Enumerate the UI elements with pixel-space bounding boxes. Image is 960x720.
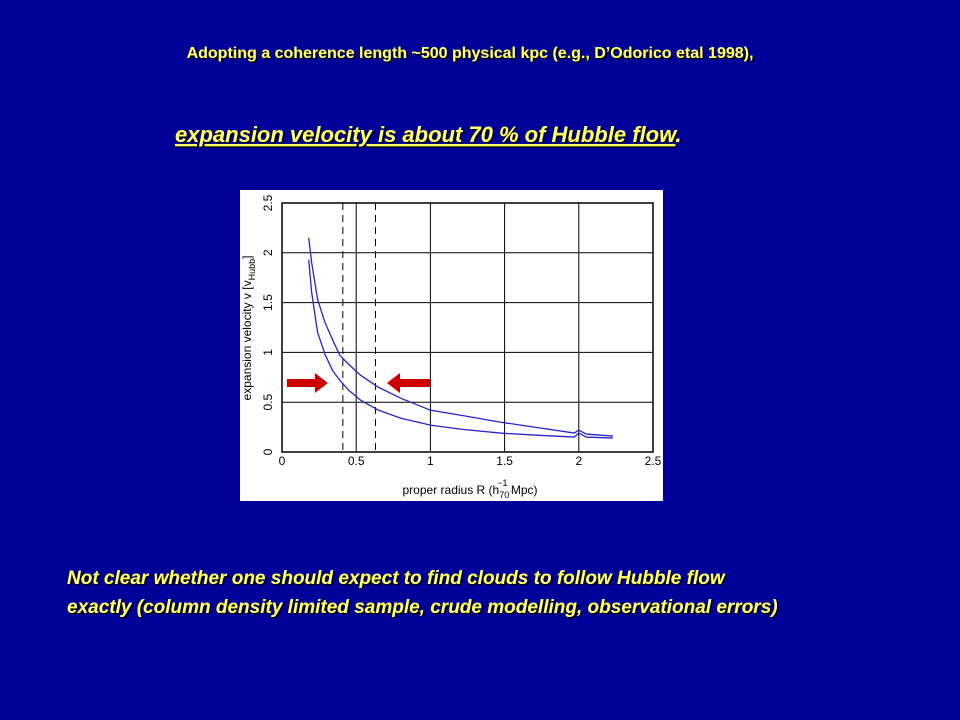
y-label-sub: Hubb bbox=[247, 259, 257, 281]
top-line: Adopting a coherence length ~500 physica… bbox=[187, 45, 754, 62]
data-line bbox=[308, 259, 613, 439]
x-tick-label: 2.5 bbox=[645, 454, 662, 468]
y-tick-label: 2 bbox=[261, 249, 275, 256]
y-tick-label: 0 bbox=[261, 448, 275, 455]
x-axis-label: proper radius R (h70 −1 Mpc) bbox=[403, 478, 538, 500]
y-axis-label: expansion velocity v [vHubb] bbox=[240, 256, 257, 401]
note-line: exactly (column density limited sample, … bbox=[67, 597, 778, 618]
chart-background bbox=[240, 190, 663, 501]
x-tick-label: 1.5 bbox=[496, 454, 513, 468]
x-label-part: Mpc) bbox=[508, 483, 538, 497]
heading-text: expansion velocity is about 70 % of Hubb… bbox=[175, 122, 678, 147]
arrow-right bbox=[287, 373, 328, 393]
plot-frame bbox=[281, 202, 654, 453]
arrow-left bbox=[387, 373, 431, 393]
x-tick-label: 0.5 bbox=[348, 454, 365, 468]
y-tick-label: 2.5 bbox=[261, 194, 275, 211]
y-tick-label: 1 bbox=[261, 349, 275, 356]
x-tick-label: 1 bbox=[427, 454, 434, 468]
data-line bbox=[308, 237, 613, 437]
x-tick-label: 0 bbox=[279, 454, 286, 468]
heading-end: . bbox=[675, 122, 681, 147]
x-label-part: proper radius R (h bbox=[403, 483, 500, 497]
x-label-sub: 70 bbox=[499, 490, 509, 500]
y-label-part: ] bbox=[240, 256, 254, 259]
note-line: Not clear whether one should expect to f… bbox=[67, 568, 726, 589]
y-label-part: expansion velocity v [v bbox=[240, 280, 254, 400]
heading: expansion velocity is about 70 % of Hubb… bbox=[175, 122, 682, 147]
x-label-sup: −1 bbox=[497, 478, 507, 488]
x-tick-label: 2 bbox=[575, 454, 582, 468]
chart: 0 0.5 1 1.5 2 2.5 0 0.5 1 1.5 2 2.5 bbox=[261, 194, 662, 468]
y-tick-label: 0.5 bbox=[261, 394, 275, 411]
y-tick-label: 1.5 bbox=[261, 294, 275, 311]
